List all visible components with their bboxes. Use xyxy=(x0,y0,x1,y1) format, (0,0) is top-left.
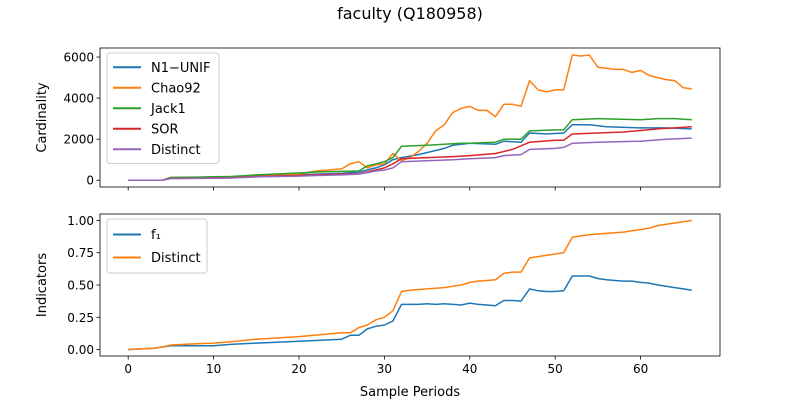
legend-label: SOR xyxy=(151,122,179,137)
x-tick-label: 10 xyxy=(206,362,221,376)
y-tick-label: 0.75 xyxy=(67,246,94,260)
x-tick-label: 30 xyxy=(377,362,392,376)
y-tick-label: 0.50 xyxy=(67,279,94,293)
y-tick-label: 0.25 xyxy=(67,311,94,325)
legend-label: Distinct xyxy=(151,251,201,266)
series-line-1-1 xyxy=(128,219,692,351)
legend-box xyxy=(106,52,220,164)
x-tick-label: 50 xyxy=(548,362,563,376)
y-tick-label: 6000 xyxy=(63,51,94,65)
legend-label: f₁ xyxy=(151,228,161,243)
cardinality-panel: 0 2000 4000 6000 Cardinality N1−UNIF Chao92 Jac… xyxy=(35,47,721,191)
x-axis-label: Sample Periods xyxy=(360,385,460,400)
y-tick-label: 0 xyxy=(86,174,94,188)
legend-label: N1−UNIF xyxy=(151,61,210,76)
legend-box xyxy=(106,218,208,274)
x-tick-label: 40 xyxy=(462,362,477,376)
series-line-1-0 xyxy=(128,275,692,351)
y-tick-label: 4000 xyxy=(63,92,94,106)
y-axis-label: Cardinality xyxy=(35,82,50,153)
legend-label: Chao92 xyxy=(151,81,201,96)
y-tick-label: 0.00 xyxy=(67,343,94,357)
x-tick-label: 0 xyxy=(124,362,132,376)
x-tick-label: 60 xyxy=(633,362,648,376)
x-tick-label: 20 xyxy=(291,362,306,376)
series-line-0-4 xyxy=(128,137,692,181)
legend-label: Distinct xyxy=(151,143,201,158)
y-axis-label: Indicators xyxy=(35,253,50,317)
figure-title: faculty (Q180958) xyxy=(337,4,483,23)
y-tick-label: 1.00 xyxy=(67,214,94,228)
legend-label: Jack1 xyxy=(150,102,186,117)
series-line-0-2 xyxy=(128,117,692,181)
axes-frame xyxy=(99,47,721,188)
indicators-panel: 0 10 20 30 40 50 60 0.00 0.25 0.50 0.75 1.00 Indicat… xyxy=(35,213,721,400)
y-tick-label: 2000 xyxy=(63,133,94,147)
